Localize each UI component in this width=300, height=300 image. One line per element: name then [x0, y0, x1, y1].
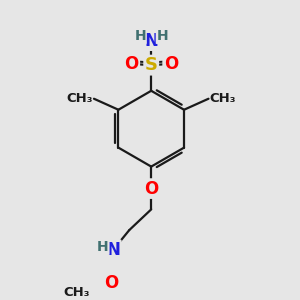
Text: N: N	[144, 32, 158, 50]
Text: O: O	[124, 55, 139, 73]
Text: O: O	[164, 55, 178, 73]
Text: O: O	[144, 180, 158, 198]
Text: H: H	[134, 29, 146, 43]
Text: CH₃: CH₃	[66, 92, 93, 105]
Text: CH₃: CH₃	[63, 286, 90, 299]
Text: N: N	[106, 241, 120, 259]
Text: O: O	[104, 274, 118, 292]
Text: H: H	[156, 29, 168, 43]
Text: CH₃: CH₃	[210, 92, 236, 105]
Text: H: H	[97, 240, 109, 254]
Text: S: S	[145, 56, 158, 74]
